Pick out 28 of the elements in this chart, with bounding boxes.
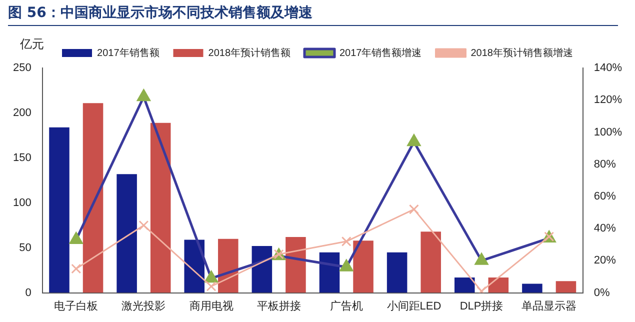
legend-label: 2018年预计销售额 [208, 46, 291, 59]
x-tick-label: 平板拼接 [256, 299, 301, 312]
y2-tick-label: 40% [594, 222, 616, 235]
y2-tick-label: 140% [594, 62, 622, 74]
x-tick-label: 小间距LED [386, 299, 442, 312]
y2-tick-label: 120% [594, 94, 622, 106]
x-tick-label: 广告机 [330, 299, 363, 312]
y-tick-label: 0 [25, 286, 32, 299]
y2-tick-label: 100% [594, 126, 622, 138]
y-tick-label: 200 [12, 106, 32, 119]
y-tick-label: 150 [12, 152, 32, 164]
x-tick-label: 单品显示器 [522, 299, 577, 312]
x-tick-label: 激光投影 [122, 299, 166, 312]
y2-tick-label: 60% [594, 190, 616, 202]
x-tick-label: 电子白板 [54, 299, 98, 312]
legend-label: 2018年预计销售额增速 [470, 46, 573, 59]
y-axis-title: 亿元 [20, 36, 44, 53]
legend-label: 2017年销售额增速 [340, 46, 422, 59]
y-tick-label: 100 [12, 196, 32, 209]
y2-tick-label: 0% [594, 286, 610, 299]
legend-label: 2017年销售额 [97, 46, 160, 59]
x-tick-label: DLP拼接 [460, 299, 504, 312]
chart-title: 图 56：中国商业显示市场不同技术销售额及增速 [8, 4, 618, 26]
y2-tick-label: 80% [594, 158, 616, 170]
y-tick-label: 250 [12, 62, 32, 74]
y2-tick-label: 20% [594, 254, 616, 267]
x-tick-label: 商用电视 [189, 299, 234, 312]
y-tick-label: 50 [19, 242, 32, 254]
